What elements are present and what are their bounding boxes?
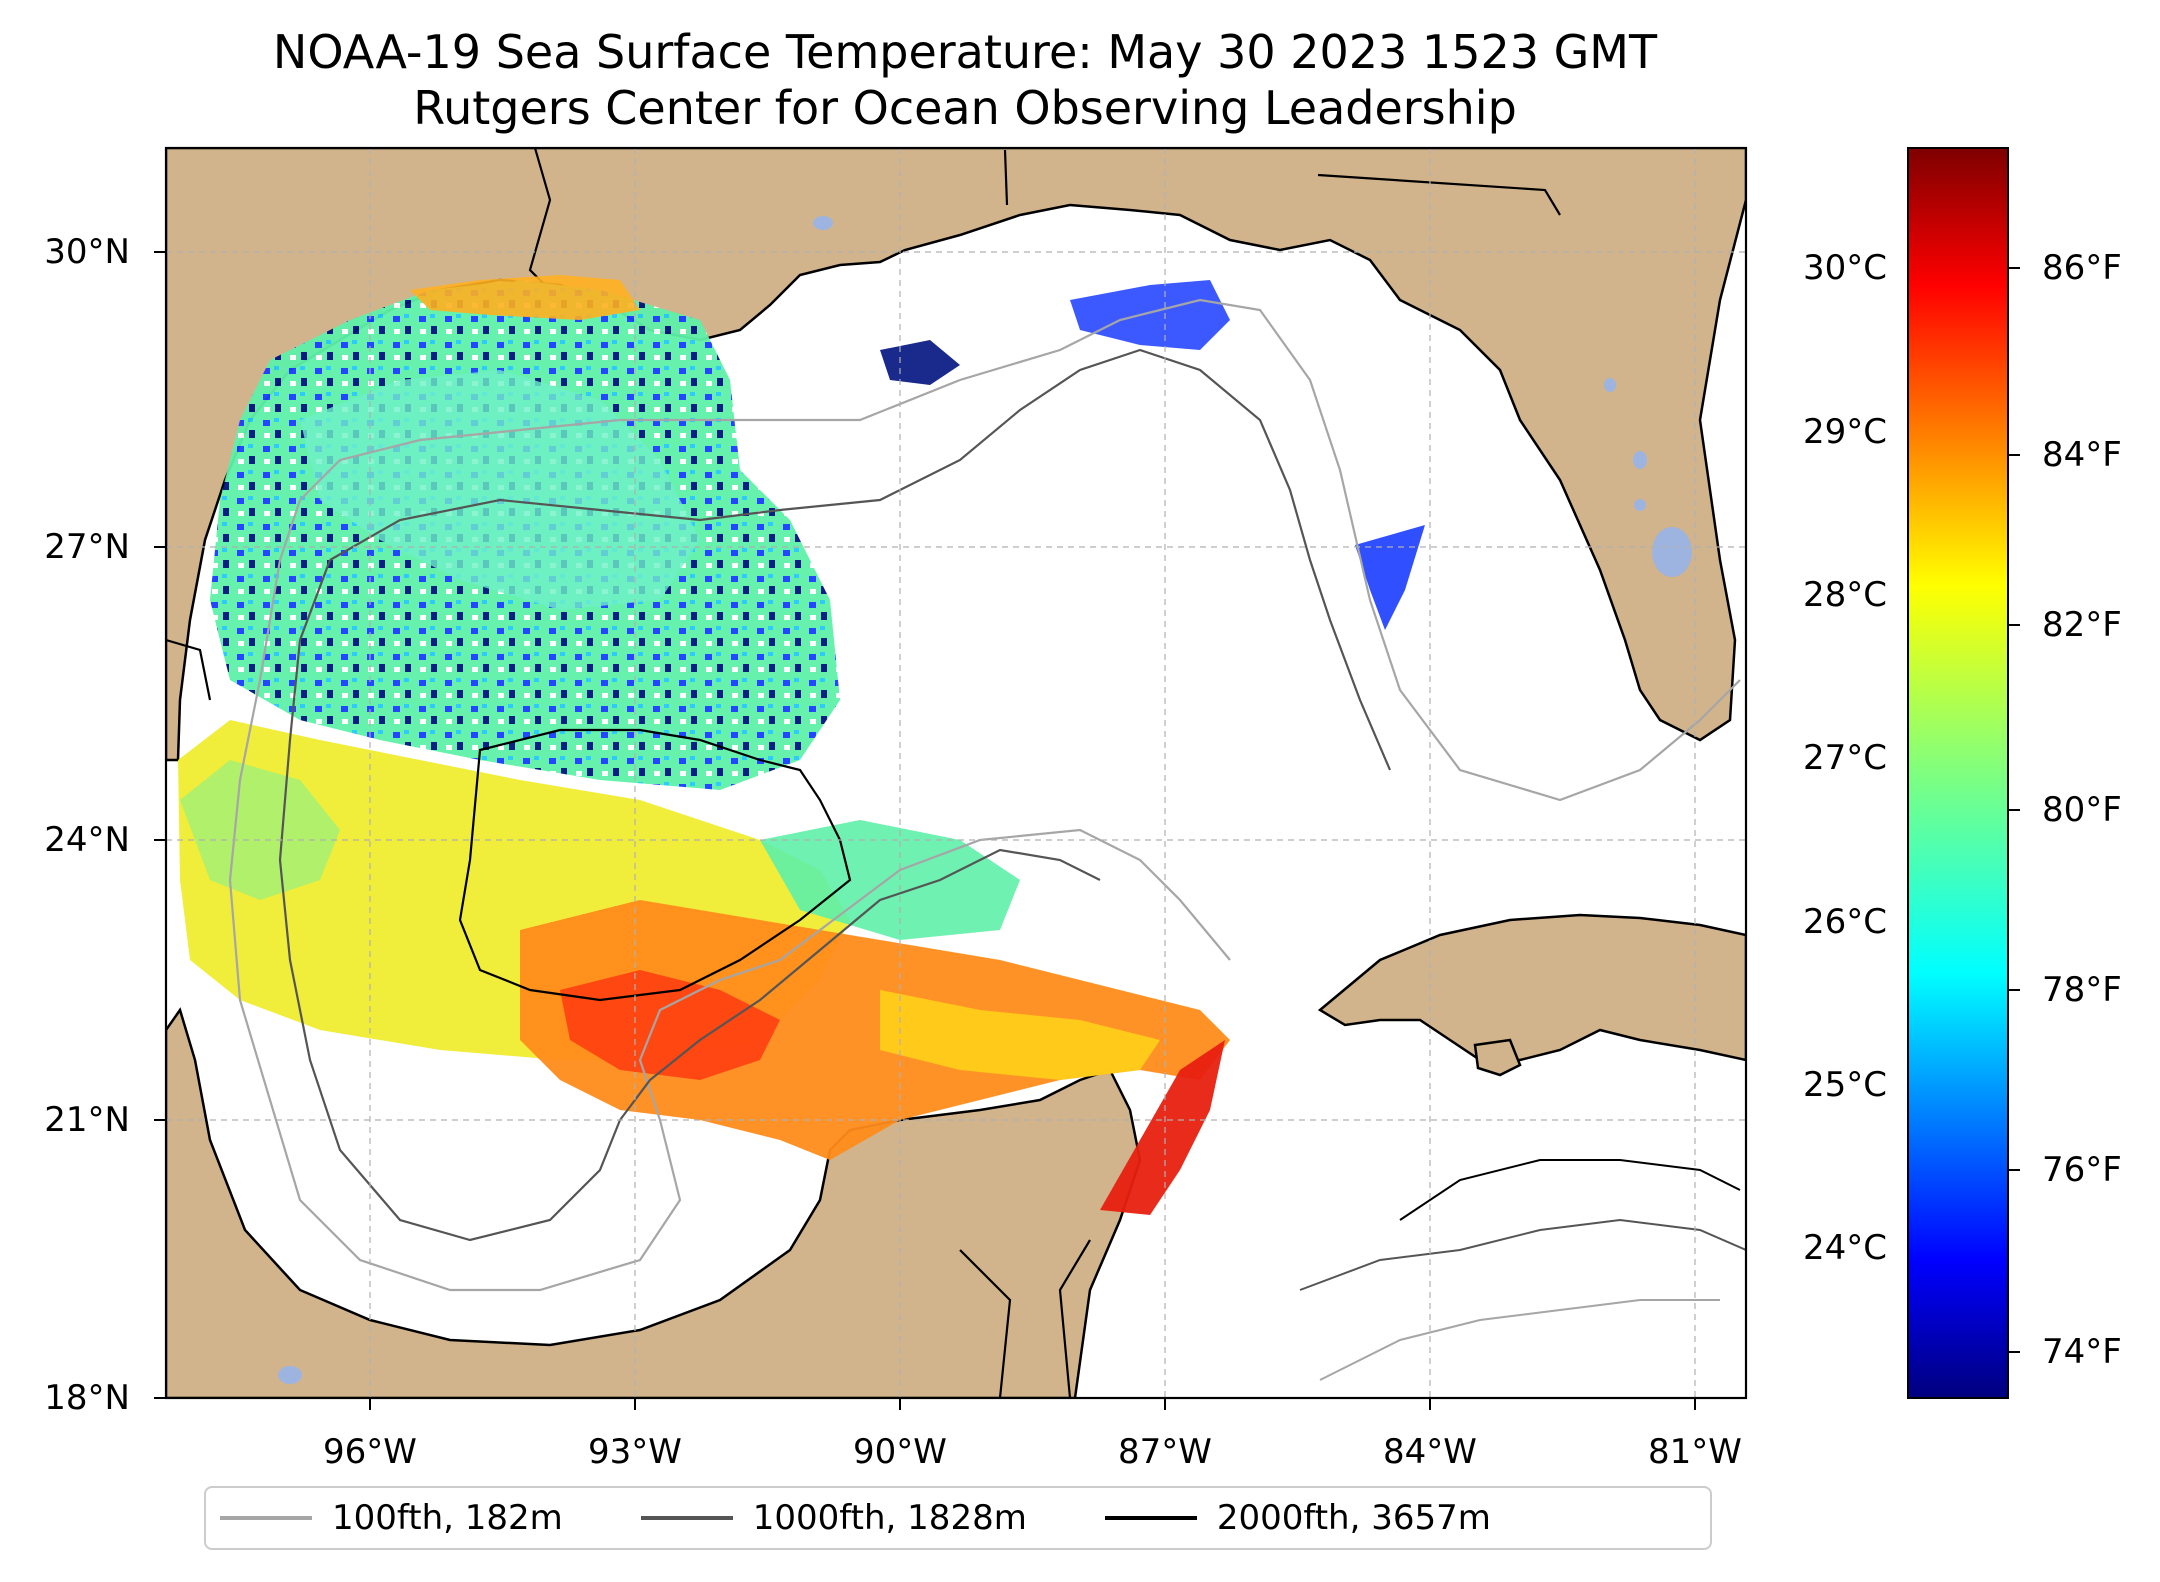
legend-item-1000fth: 1000fth, 1828m bbox=[640, 1498, 1027, 1538]
isla-juventud-land bbox=[1473, 1038, 1522, 1077]
legend-label: 1000fth, 1828m bbox=[752, 1498, 1027, 1538]
lon-label: 81°W bbox=[1648, 1432, 1742, 1472]
colorbar-fahrenheit-label: 86°F bbox=[2042, 248, 2122, 288]
lon-label: 96°W bbox=[323, 1432, 417, 1472]
lat-label: 24°N bbox=[44, 820, 130, 860]
legend-label: 100fth, 182m bbox=[332, 1498, 563, 1538]
contour-1000fth bbox=[278, 559, 1101, 1242]
map-title: NOAA-19 Sea Surface Temperature: May 30 … bbox=[272, 25, 1658, 79]
state-border bbox=[1003, 149, 1009, 206]
lat-label: 27°N bbox=[44, 527, 130, 567]
legend-swatch bbox=[640, 1516, 733, 1520]
bathymetry-layer bbox=[228, 298, 1746, 1381]
sst-patch-south-yellow bbox=[880, 990, 1160, 1080]
sst-patch-ne-blue bbox=[1070, 280, 1230, 350]
lake-small bbox=[1604, 378, 1616, 392]
legend-item-2000fth: 2000fth, 3657m bbox=[1104, 1498, 1491, 1538]
lat-label: 30°N bbox=[44, 232, 130, 272]
contour-100fth bbox=[228, 499, 1231, 1292]
contour-1000fth bbox=[1299, 1218, 1746, 1291]
lon-label: 90°W bbox=[853, 1432, 947, 1472]
map-frame bbox=[164, 146, 1748, 1400]
cuba-land bbox=[1317, 913, 1746, 1062]
contour-100fth bbox=[1319, 1299, 1720, 1381]
state-border bbox=[1317, 173, 1561, 216]
lon-label: 84°W bbox=[1383, 1432, 1477, 1472]
sst-data-layer bbox=[178, 275, 1425, 1215]
sst-patch-north-cyan bbox=[300, 370, 700, 610]
country-border bbox=[959, 1249, 1012, 1398]
bathymetry-legend: 100fth, 182m 1000fth, 1828m 2000fth, 365… bbox=[204, 1486, 1712, 1550]
lon-label: 87°W bbox=[1118, 1432, 1212, 1472]
country-border bbox=[1058, 1239, 1091, 1398]
colorbar-celsius-label: 26°C bbox=[1802, 902, 1887, 942]
lake-layer bbox=[278, 216, 1692, 1384]
sst-patch-nw-yellow bbox=[410, 275, 640, 320]
legend-swatch bbox=[220, 1516, 312, 1520]
sst-patch-west-green bbox=[180, 760, 340, 900]
lake-small bbox=[1634, 499, 1646, 511]
sst-patch-yucatan-red bbox=[1100, 1040, 1225, 1215]
lake-small bbox=[1633, 451, 1647, 469]
sst-patch-south-orange bbox=[520, 900, 1230, 1160]
colorbar-fahrenheit-label: 84°F bbox=[2042, 435, 2122, 475]
lake-small bbox=[813, 216, 833, 230]
legend-label: 2000fth, 3657m bbox=[1216, 1498, 1491, 1538]
lon-label: 93°W bbox=[588, 1432, 682, 1472]
legend-swatch bbox=[1104, 1516, 1197, 1520]
colorbar-fahrenheit-label: 74°F bbox=[2042, 1332, 2122, 1372]
land-layer bbox=[166, 148, 1746, 1398]
colorbar-celsius-label: 30°C bbox=[1802, 248, 1887, 288]
contour-2000fth bbox=[458, 728, 852, 1002]
sst-patch-fl-blue bbox=[1355, 525, 1425, 630]
colorbar-celsius-label: 24°C bbox=[1802, 1228, 1887, 1268]
colorbar bbox=[1907, 147, 2009, 1399]
lat-label: 21°N bbox=[44, 1100, 130, 1140]
colorbar-celsius-label: 29°C bbox=[1802, 412, 1887, 452]
colorbar-celsius-label: 25°C bbox=[1802, 1065, 1887, 1105]
contour-100fth bbox=[299, 298, 1741, 802]
colorbar-fahrenheit-label: 78°F bbox=[2042, 970, 2122, 1010]
colorbar-celsius-label: 27°C bbox=[1802, 738, 1887, 778]
colorbar-celsius-label: 28°C bbox=[1802, 575, 1887, 615]
lat-label: 18°N bbox=[44, 1378, 130, 1418]
axis-ticks bbox=[154, 251, 1696, 1410]
legend-item-100fth: 100fth, 182m bbox=[220, 1498, 563, 1538]
lake-small bbox=[278, 1366, 302, 1384]
colorbar-fahrenheit-label: 76°F bbox=[2042, 1150, 2122, 1190]
contour-1000fth bbox=[329, 348, 1392, 771]
map-area bbox=[166, 148, 1746, 1398]
colorbar-fahrenheit-label: 80°F bbox=[2042, 790, 2122, 830]
colorbar-ticks bbox=[2008, 267, 2020, 1353]
map-subtitle: Rutgers Center for Ocean Observing Leade… bbox=[413, 81, 1517, 135]
country-border bbox=[166, 638, 212, 701]
lake-okeechobee bbox=[1652, 527, 1692, 577]
contour-2000fth bbox=[1399, 1159, 1741, 1221]
colorbar-fahrenheit-label: 82°F bbox=[2042, 605, 2122, 645]
